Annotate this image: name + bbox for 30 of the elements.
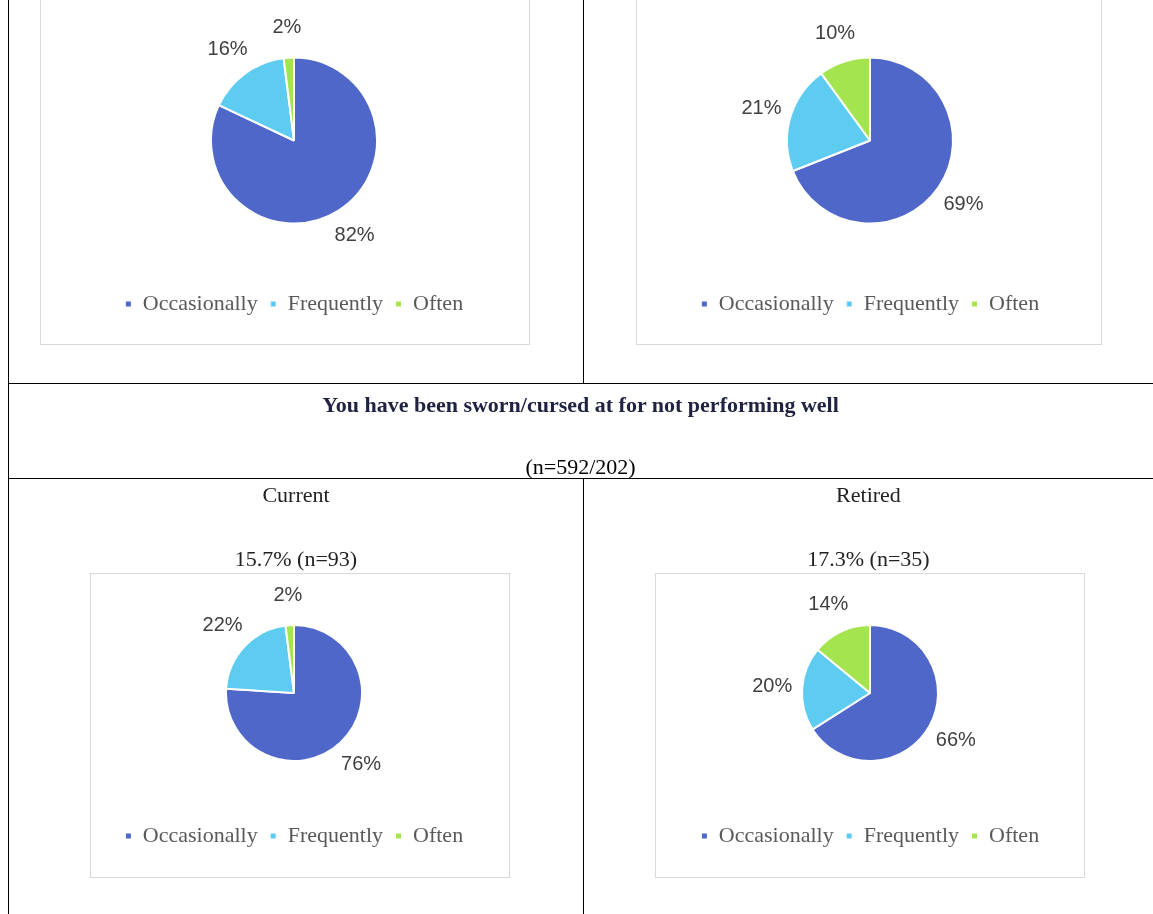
data-label: 82% bbox=[334, 223, 375, 246]
data-label: 76% bbox=[341, 751, 382, 774]
legend-label: Occasionally bbox=[142, 821, 258, 847]
data-label: 21% bbox=[741, 96, 782, 119]
data-label: 2% bbox=[272, 15, 302, 38]
data-label: 10% bbox=[815, 20, 856, 43]
legend-label: Frequently bbox=[863, 821, 960, 847]
text: (n=592/202) bbox=[524, 454, 637, 480]
data-label: 14% bbox=[808, 591, 849, 614]
legend-label: Often bbox=[989, 289, 1040, 315]
chart-title: Retired bbox=[835, 482, 902, 508]
legend-label: Often bbox=[413, 821, 464, 847]
text: You have been sworn/cursed at for not performing well bbox=[321, 392, 840, 418]
chart-subtitle: 17.3% (n=35) bbox=[806, 546, 931, 572]
legend-label: Frequently bbox=[287, 821, 384, 847]
chart-subtitle: 15.7% (n=93) bbox=[233, 546, 359, 572]
data-label: 69% bbox=[943, 191, 984, 214]
chart-title: Current bbox=[261, 482, 331, 508]
legend-label: Frequently bbox=[287, 289, 384, 315]
legend-label: Occasionally bbox=[718, 821, 834, 847]
legend-label: Occasionally bbox=[718, 289, 834, 315]
data-label: 16% bbox=[207, 36, 248, 59]
data-label: 2% bbox=[273, 582, 303, 605]
legend-label: Often bbox=[413, 289, 464, 315]
legend-label: Often bbox=[989, 821, 1040, 847]
data-label: 66% bbox=[935, 727, 977, 750]
legend-label: Occasionally bbox=[142, 289, 258, 315]
data-label: 22% bbox=[202, 613, 243, 636]
data-label: 20% bbox=[752, 674, 793, 697]
legend-label: Frequently bbox=[863, 289, 960, 315]
